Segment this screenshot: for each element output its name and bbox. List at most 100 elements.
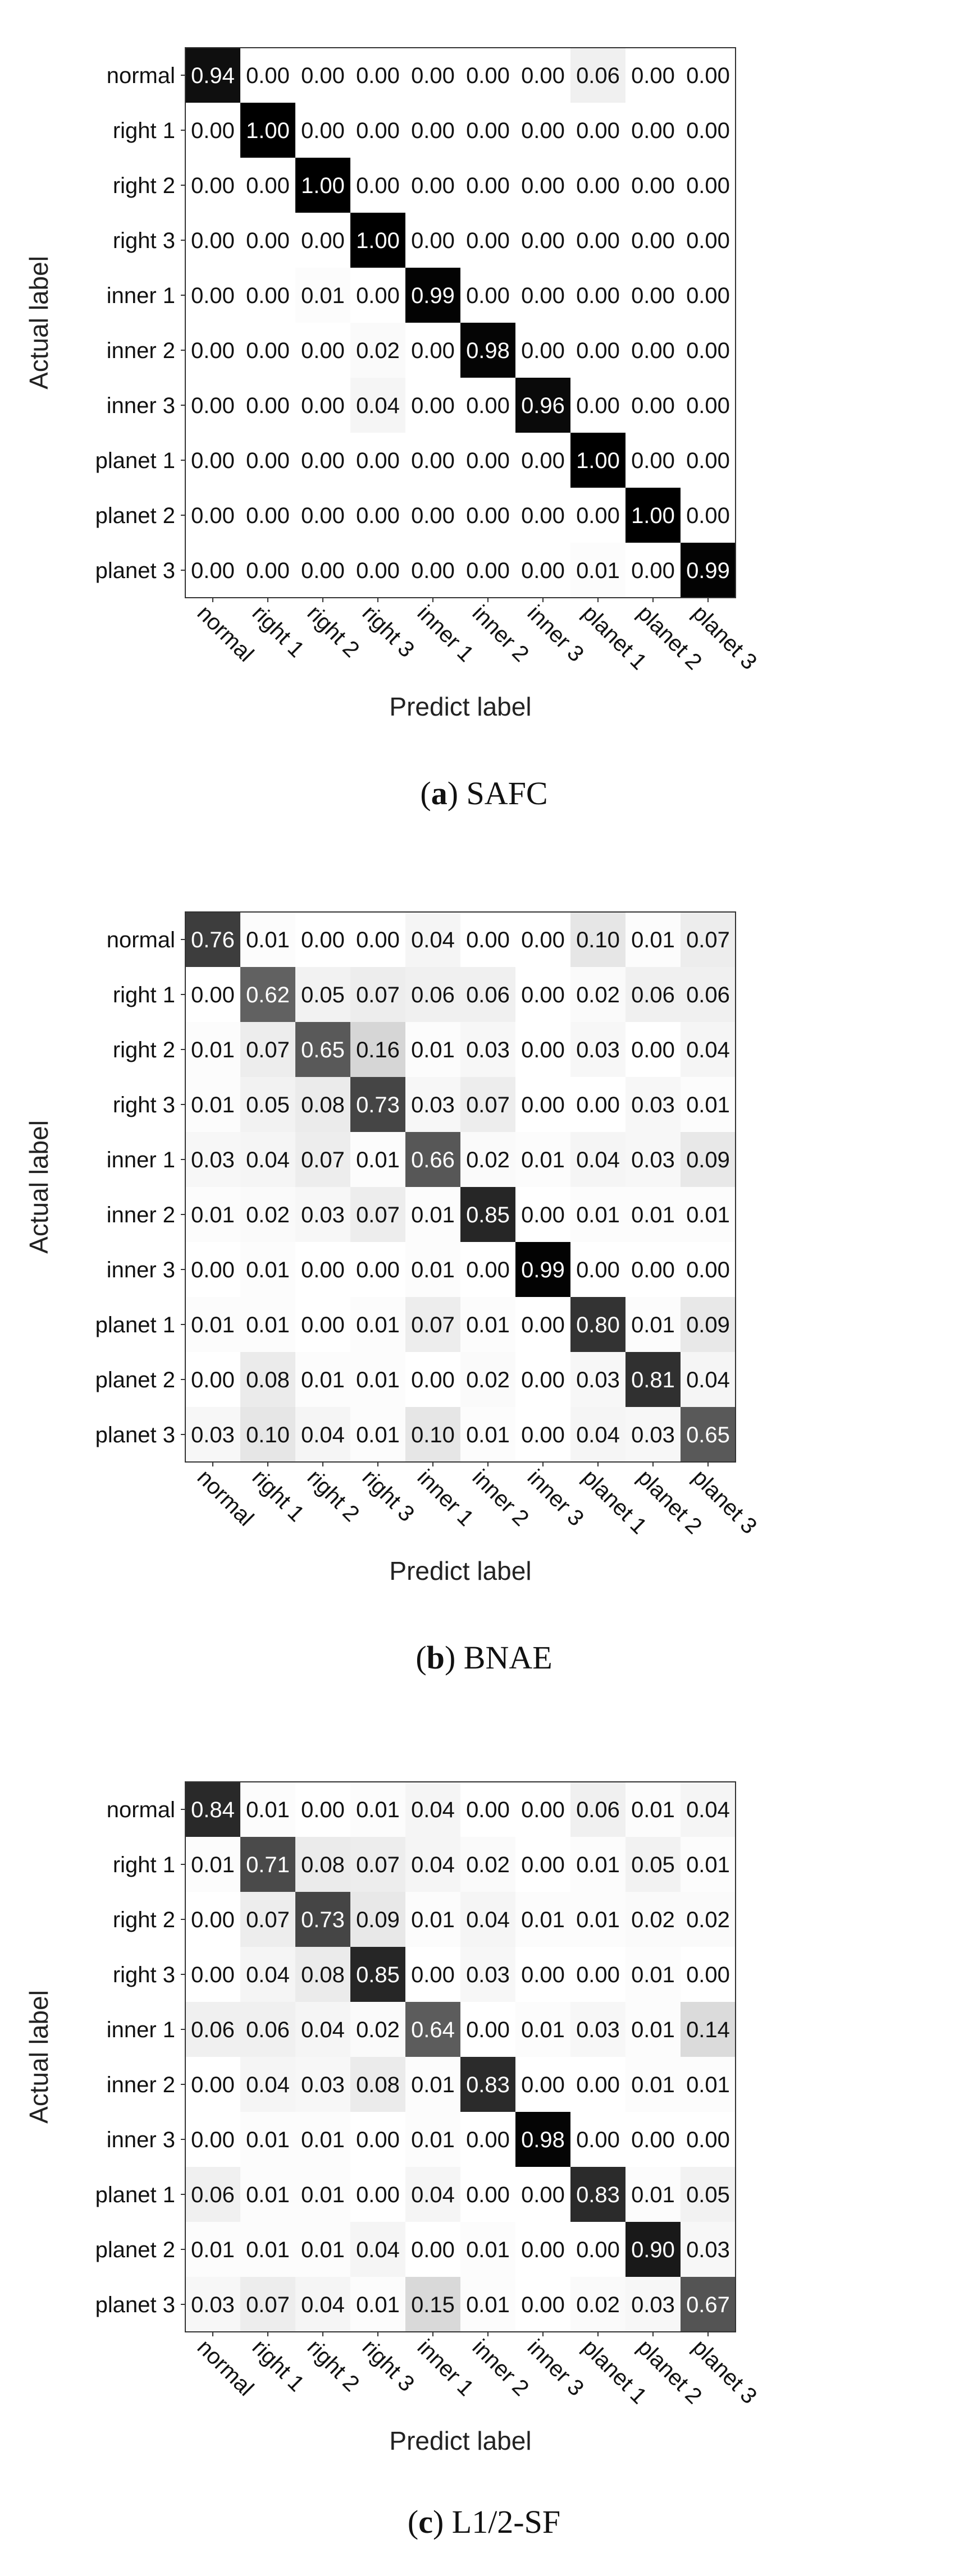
heatmap-cell (515, 488, 570, 543)
cell-value-label: 0.01 (246, 1798, 290, 1822)
heatmap-cell (295, 213, 350, 268)
heatmap-cell (405, 323, 460, 378)
heatmap-cell (460, 1242, 515, 1297)
cell-value-label: 0.07 (246, 1908, 290, 1932)
y-tick-label: inner 2 (107, 2073, 175, 2097)
heatmap-cell (625, 2057, 681, 2112)
heatmap-cell (185, 1892, 240, 1947)
heatmap-cell (405, 1187, 460, 1242)
heatmap-cell (570, 1837, 625, 1892)
cell-value-label: 0.00 (521, 2293, 565, 2317)
y-tick-label: planet 3 (95, 2293, 175, 2317)
cell-value-label: 0.00 (356, 558, 400, 583)
cell-value-label: 0.85 (356, 1963, 400, 1987)
cell-value-label: 0.96 (521, 393, 565, 418)
heatmap-cell (295, 1187, 350, 1242)
heatmap-cell (405, 488, 460, 543)
heatmap-cell (405, 1947, 460, 2002)
caption-text: SAFC (466, 775, 548, 812)
cell-value-label: 0.01 (191, 1853, 235, 1877)
cell-value-label: 0.16 (356, 1038, 400, 1062)
cell-value-label: 0.01 (466, 1423, 510, 1447)
heatmap-cell (350, 1242, 405, 1297)
cell-value-label: 0.04 (411, 1798, 455, 1822)
heatmap-cell (405, 1297, 460, 1352)
y-tick-label: right 2 (113, 173, 175, 198)
heatmap-cell (295, 1782, 350, 1837)
heatmap-cell (625, 378, 681, 433)
confusion-matrix-a: 0.94 0.00 0.00 0.00 0.00 0.00 0.00 0.06 0.00 0.00… (24, 47, 761, 721)
cell-value-label: 0.00 (576, 2073, 620, 2097)
heatmap-cell (405, 1782, 460, 1837)
y-tick-label: right 1 (113, 983, 175, 1007)
heatmap-cell (185, 1297, 240, 1352)
cell-value-label: 0.01 (411, 1908, 455, 1932)
cell-value-label: 0.01 (301, 283, 345, 308)
heatmap-cell (625, 1352, 681, 1407)
heatmap-cell (681, 1132, 736, 1187)
heatmap-cell (295, 268, 350, 323)
heatmap-cell (240, 1892, 295, 1947)
y-tick-label: inner 2 (107, 1203, 175, 1227)
x-axis-label: Predict label (389, 692, 531, 721)
cell-value-label: 0.00 (411, 448, 455, 473)
heatmap-cell (185, 433, 240, 488)
y-tick-label: planet 1 (95, 1313, 175, 1337)
heatmap-cell (405, 378, 460, 433)
cell-value-label: 0.00 (356, 118, 400, 143)
cell-value-label: 0.03 (631, 1148, 675, 1172)
cell-value-label: 0.01 (686, 1203, 730, 1227)
x-tick-label: right 2 (303, 601, 364, 662)
y-tick-label: inner 3 (107, 1258, 175, 1282)
heatmap-cell (625, 1077, 681, 1132)
heatmap-cell (570, 433, 625, 488)
heatmap-cell (681, 1187, 736, 1242)
heatmap-cell (295, 1407, 350, 1462)
cell-value-label: 0.00 (191, 1368, 235, 1392)
cell-value-label: 0.06 (411, 983, 455, 1007)
cell-value-label: 0.01 (631, 1203, 675, 1227)
heatmap-cell (625, 912, 681, 967)
cell-value-label: 0.00 (686, 1963, 730, 1987)
plot-border (185, 1781, 736, 2332)
cell-value-label: 0.07 (466, 1093, 510, 1117)
cell-value-label: 0.04 (356, 393, 400, 418)
cell-value-label: 0.02 (466, 1148, 510, 1172)
cell-value-label: 0.00 (521, 983, 565, 1007)
cell-value-label: 0.04 (301, 2018, 345, 2042)
heatmap-cell (240, 213, 295, 268)
heatmap-cell (515, 48, 570, 103)
heatmap-cell (460, 967, 515, 1022)
cell-value-label: 0.04 (411, 2183, 455, 2207)
heatmap-cell (240, 1077, 295, 1132)
cell-value-label: 0.03 (631, 2293, 675, 2317)
cell-value-label: 0.03 (576, 1368, 620, 1392)
heatmap-cell (185, 2002, 240, 2057)
cell-value-label: 0.00 (411, 118, 455, 143)
heatmap-cell (185, 1242, 240, 1297)
cell-value-label: 0.00 (191, 118, 235, 143)
cell-value-label: 0.00 (411, 558, 455, 583)
heatmap-cell (625, 1242, 681, 1297)
cell-value-label: 0.05 (246, 1093, 290, 1117)
heatmap-cell (240, 323, 295, 378)
cell-value-label: 0.10 (411, 1423, 455, 1447)
cell-value-label: 0.00 (631, 558, 675, 583)
heatmap-cell (295, 2277, 350, 2332)
y-tick-label: planet 2 (95, 2238, 175, 2262)
caption-text: BNAE (463, 1639, 553, 1676)
cell-value-label: 0.08 (301, 1093, 345, 1117)
heatmap-cell (460, 1782, 515, 1837)
cell-value-label: 0.00 (246, 228, 290, 253)
x-tick-label: inner 1 (413, 601, 479, 667)
heatmap-cell (515, 1297, 570, 1352)
heatmap-cell (625, 2222, 681, 2277)
cell-value-label: 0.03 (631, 1093, 675, 1117)
cell-value-label: 0.00 (631, 228, 675, 253)
cell-value-label: 0.00 (521, 118, 565, 143)
x-tick-label: inner 3 (523, 601, 589, 667)
cell-value-label: 0.00 (686, 338, 730, 363)
cell-value-label: 0.01 (301, 2183, 345, 2207)
cell-value-label: 0.08 (301, 1853, 345, 1877)
y-tick-label: inner 3 (107, 2128, 175, 2152)
